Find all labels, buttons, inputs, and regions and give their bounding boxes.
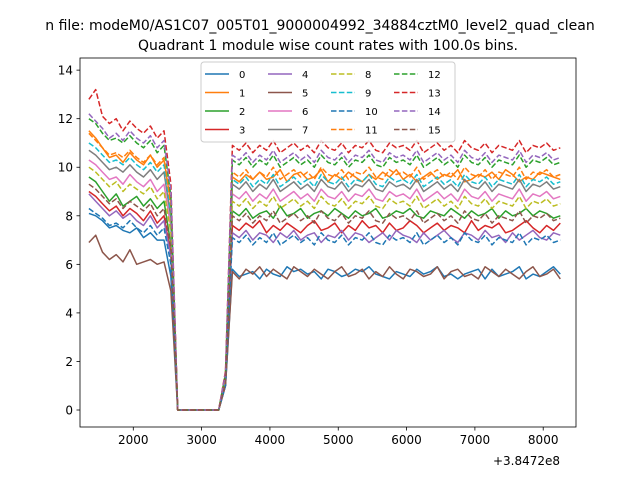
series-line-2 (88, 176, 561, 411)
series-line-5 (88, 234, 561, 411)
legend-label-10: 10 (365, 107, 378, 118)
legend-label-9: 9 (365, 89, 371, 100)
legend-label-0: 0 (239, 70, 245, 81)
x-tick-label: 3000 (186, 433, 217, 447)
series-line-9 (88, 142, 561, 411)
x-tick-label: 7000 (460, 433, 491, 447)
x-tick-label: 4000 (255, 433, 286, 447)
x-tick-label: 8000 (528, 433, 559, 447)
chart-title: Quadrant 1 module wise count rates with … (138, 38, 518, 54)
y-tick-label: 10 (58, 161, 73, 175)
series-line-15 (88, 183, 561, 411)
legend-label-13: 13 (428, 89, 441, 100)
series-line-8 (88, 166, 561, 411)
figure-suptitle: n file: modeM0/AS1C07_005T01_9000004992_… (45, 18, 594, 34)
series-line-10 (88, 207, 561, 411)
series-line-7 (88, 149, 561, 411)
series-line-13 (88, 88, 561, 411)
series-line-11 (88, 132, 561, 411)
legend-label-15: 15 (428, 126, 441, 137)
y-tick-label: 6 (65, 258, 73, 272)
x-tick-label: 5000 (323, 433, 354, 447)
series-line-6 (88, 159, 561, 411)
series-line-12 (88, 118, 561, 411)
y-tick-label: 8 (65, 209, 73, 223)
legend-label-5: 5 (302, 89, 308, 100)
y-tick-label: 12 (58, 112, 73, 126)
legend-label-11: 11 (365, 126, 378, 137)
legend-label-8: 8 (365, 70, 371, 81)
y-tick-label: 0 (65, 404, 73, 418)
legend-label-4: 4 (302, 70, 308, 81)
legend-box (200, 61, 456, 143)
x-offset-label: +3.8472e8 (493, 454, 560, 468)
x-tick-label: 2000 (118, 433, 149, 447)
legend-label-7: 7 (302, 126, 308, 137)
legend-label-12: 12 (428, 70, 441, 81)
y-tick-label: 4 (65, 306, 73, 320)
legend-label-3: 3 (239, 126, 245, 137)
y-tick-label: 2 (65, 355, 73, 369)
legend-label-6: 6 (302, 107, 308, 118)
legend-label-2: 2 (239, 107, 245, 118)
legend-label-14: 14 (428, 107, 441, 118)
y-tick-label: 14 (58, 64, 73, 78)
series-line-4 (88, 193, 561, 411)
x-tick-label: 6000 (391, 433, 422, 447)
legend-label-1: 1 (239, 89, 245, 100)
series-line-0 (88, 212, 561, 411)
axes-frame (79, 57, 577, 428)
